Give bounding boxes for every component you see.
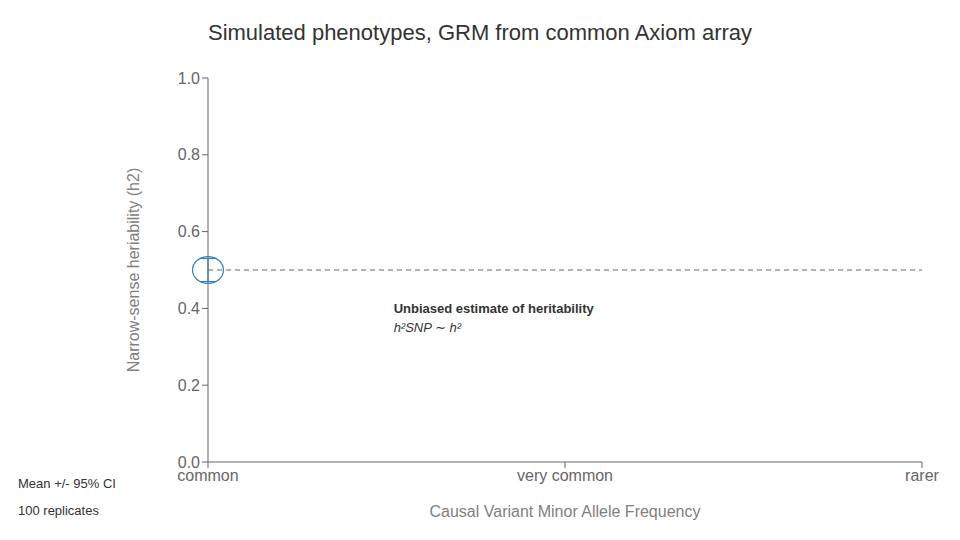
svg-text:rarer: rarer xyxy=(905,467,939,484)
svg-text:0.8: 0.8 xyxy=(178,146,200,163)
html-text:h²SNP ∼ h²: h²SNP ∼ h² xyxy=(393,319,462,335)
svg-text:1.0: 1.0 xyxy=(178,70,200,87)
svg-text:0.4: 0.4 xyxy=(178,300,200,317)
svg-text:very common: very common xyxy=(517,467,613,484)
svg-text:0.6: 0.6 xyxy=(178,223,200,240)
svg-text:0.0: 0.0 xyxy=(178,454,200,471)
svg-text:0.2: 0.2 xyxy=(178,377,200,394)
html-text:100 replicates: 100 replicates xyxy=(18,503,99,518)
html-text:Simulated phenotypes, GRM from: Simulated phenotypes, GRM from common Ax… xyxy=(208,20,752,45)
html-text:Mean +/- 95% CI: Mean +/- 95% CI xyxy=(18,476,116,491)
svg-text:common: common xyxy=(177,467,239,485)
svg-text:Causal Variant Minor Allele Fr: Causal Variant Minor Allele Frequency xyxy=(430,503,701,520)
html-text:Unbiased estimate of heritabil: Unbiased estimate of heritability xyxy=(393,300,594,316)
svg-text:Narrow-sense heriability (h2): Narrow-sense heriability (h2) xyxy=(125,168,142,373)
